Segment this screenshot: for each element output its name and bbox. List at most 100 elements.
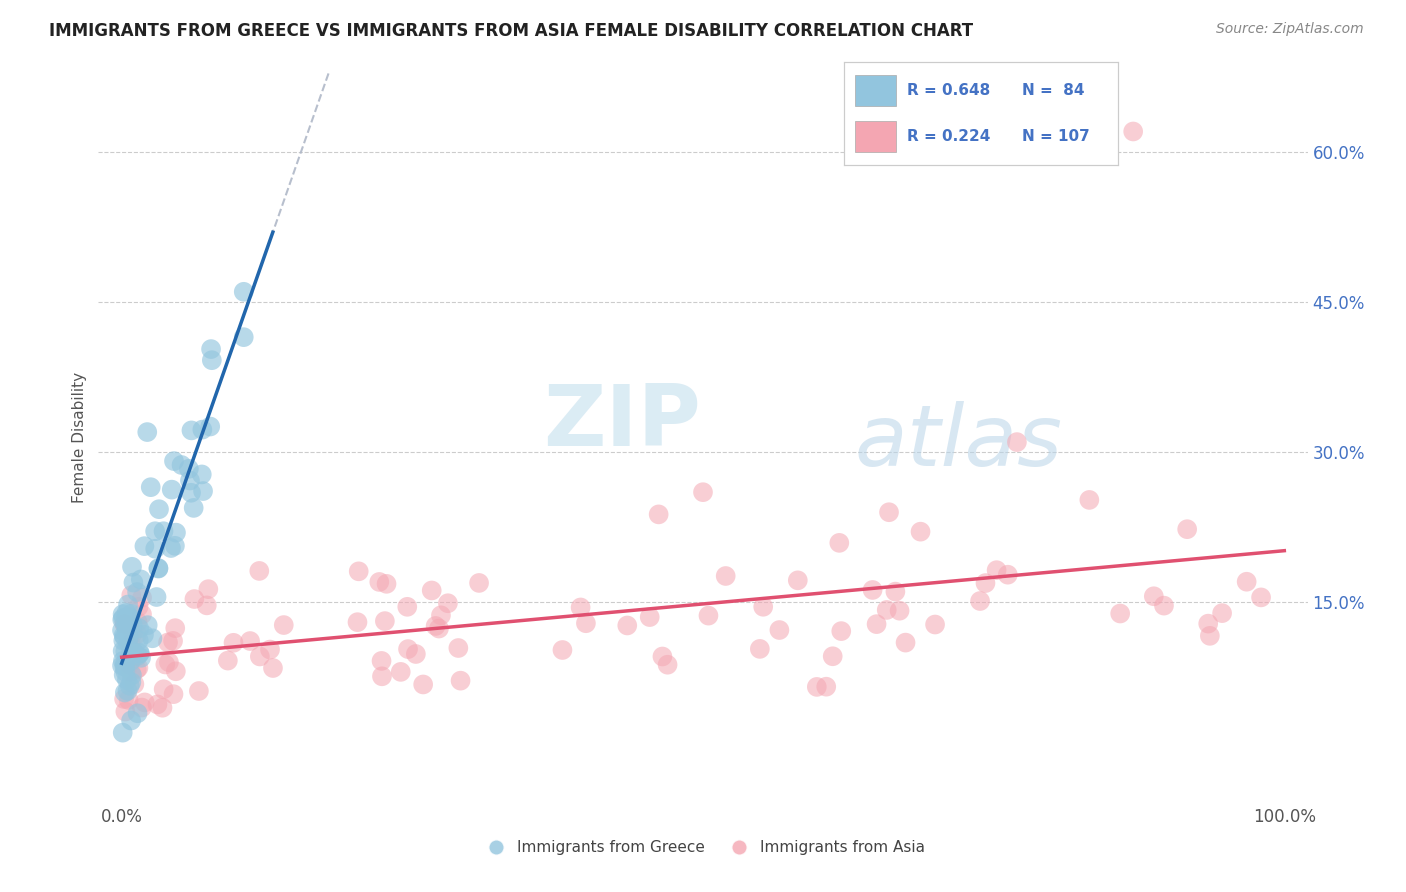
Point — [651, 649, 673, 664]
Point — [152, 524, 174, 539]
Point — [111, 644, 134, 658]
Point — [117, 693, 139, 707]
Point — [1198, 629, 1220, 643]
Point — [262, 661, 284, 675]
Point — [120, 714, 142, 728]
Point — [120, 607, 142, 621]
Point — [114, 659, 136, 673]
Point — [200, 342, 222, 356]
Point — [1211, 606, 1233, 620]
Point — [1197, 616, 1219, 631]
Point — [112, 628, 135, 642]
Bar — [855, 75, 896, 105]
Text: ZIP: ZIP — [543, 381, 700, 464]
Point — [111, 658, 134, 673]
Point — [155, 657, 177, 672]
Point — [748, 641, 770, 656]
Point — [162, 687, 184, 701]
Point — [114, 611, 136, 625]
Point — [125, 662, 148, 676]
Point — [197, 582, 219, 596]
Point — [111, 624, 134, 638]
Text: R = 0.224: R = 0.224 — [907, 128, 990, 144]
Point — [412, 677, 434, 691]
Point — [259, 642, 281, 657]
Point — [117, 598, 139, 612]
Point — [201, 353, 224, 368]
Point — [112, 633, 135, 648]
Point — [117, 683, 139, 698]
Point — [806, 680, 828, 694]
Point — [249, 649, 271, 664]
Point — [127, 661, 149, 675]
Point — [114, 685, 136, 699]
Point — [152, 700, 174, 714]
Point — [374, 614, 396, 628]
Point — [128, 647, 150, 661]
Point — [165, 525, 187, 540]
Point — [129, 650, 152, 665]
Point — [124, 646, 146, 660]
Point — [425, 619, 447, 633]
Point — [862, 582, 884, 597]
Point — [974, 576, 997, 591]
Point — [405, 647, 427, 661]
Point — [121, 644, 143, 658]
Point — [239, 634, 262, 648]
Point — [148, 502, 170, 516]
Point — [396, 599, 419, 614]
Point — [117, 635, 139, 649]
Point — [191, 423, 214, 437]
Point — [160, 541, 183, 555]
Point — [924, 617, 946, 632]
Point — [1005, 435, 1028, 450]
Point — [139, 480, 162, 494]
Point — [1143, 589, 1166, 603]
Point — [786, 574, 808, 588]
Point — [141, 632, 163, 646]
Point — [160, 483, 183, 497]
Point — [273, 618, 295, 632]
Point — [638, 610, 661, 624]
Point — [217, 654, 239, 668]
Point — [183, 592, 205, 607]
Point — [657, 657, 679, 672]
Point — [120, 588, 142, 602]
Point — [114, 705, 136, 719]
Point — [191, 467, 214, 482]
Point — [170, 458, 193, 472]
Point — [1250, 591, 1272, 605]
Legend: Immigrants from Greece, Immigrants from Asia: Immigrants from Greece, Immigrants from … — [475, 834, 931, 861]
Point — [830, 624, 852, 639]
Point — [222, 636, 245, 650]
Point — [200, 419, 222, 434]
Point — [128, 633, 150, 648]
Point — [450, 673, 472, 688]
Point — [114, 644, 136, 658]
Point — [616, 618, 638, 632]
Point — [136, 618, 159, 632]
Point — [131, 607, 153, 622]
Point — [692, 485, 714, 500]
Point — [183, 500, 205, 515]
Point — [969, 594, 991, 608]
Point — [143, 524, 166, 539]
Point — [1153, 599, 1175, 613]
Point — [162, 633, 184, 648]
Y-axis label: Female Disability: Female Disability — [72, 371, 87, 503]
Point — [120, 637, 142, 651]
Point — [768, 623, 790, 637]
Point — [346, 615, 368, 630]
Point — [128, 621, 150, 635]
Point — [120, 675, 142, 690]
Point — [884, 584, 907, 599]
Point — [865, 617, 887, 632]
Point — [375, 577, 398, 591]
Point — [430, 608, 453, 623]
Point — [118, 657, 141, 672]
Point — [111, 613, 134, 627]
Point — [120, 610, 142, 624]
Point — [115, 673, 138, 687]
Point — [115, 606, 138, 620]
Text: atlas: atlas — [855, 401, 1063, 483]
